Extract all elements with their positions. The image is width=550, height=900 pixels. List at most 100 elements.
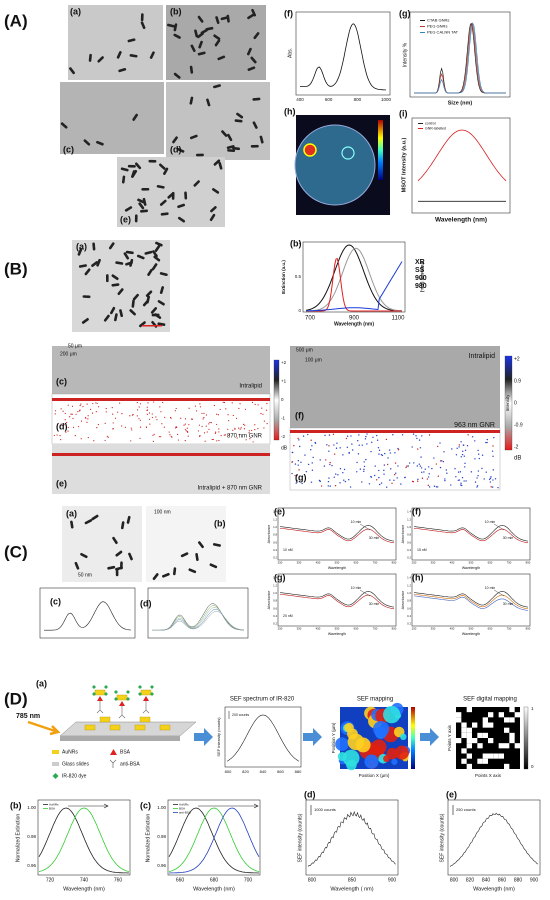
map-cell (461, 722, 467, 728)
speckle (356, 471, 358, 473)
nanorod (120, 167, 129, 172)
y-tick-label: 0.4 (273, 614, 277, 618)
speckle (228, 433, 231, 436)
axis-label: Wavelength (328, 566, 346, 570)
speckle (490, 476, 492, 478)
speckle (386, 486, 388, 488)
nanorod (180, 552, 189, 558)
speckle (467, 434, 469, 436)
map-blob (335, 737, 349, 752)
panel-label: (a) (76, 241, 87, 251)
nanorod (157, 300, 165, 306)
nanorod (120, 521, 125, 530)
speckle (407, 465, 409, 467)
x-tick-label: 650 (354, 561, 359, 565)
nanorod (213, 159, 221, 166)
speckle (146, 413, 148, 415)
speckle (252, 441, 254, 443)
speckle (121, 425, 123, 427)
x-tick-label: 800 (308, 877, 317, 883)
nanorod (96, 140, 104, 146)
speckle (421, 435, 423, 437)
image (52, 346, 270, 394)
nanorod (88, 53, 92, 62)
speckle (419, 465, 422, 467)
legend-label: BSA (120, 749, 131, 755)
nanorod (154, 313, 162, 319)
y-tick-label: 1.2 (407, 583, 411, 587)
speckle (311, 445, 313, 447)
nanorod (218, 161, 223, 170)
map-cell (482, 758, 488, 764)
panel-label: (d) (140, 598, 152, 608)
speckle (199, 435, 201, 438)
y-tick-label: 0.8 (273, 599, 277, 603)
speckle (327, 480, 330, 483)
speckle (380, 453, 383, 456)
map-blob (364, 754, 379, 769)
x-tick-label: 750 (373, 561, 378, 565)
y-tick-label: 0.96 (27, 863, 36, 868)
image (60, 82, 164, 154)
curve (279, 590, 395, 608)
curve (306, 247, 402, 312)
speckle (112, 413, 114, 415)
speckle (79, 404, 81, 407)
speckle (107, 436, 109, 438)
speckle (327, 485, 329, 487)
y-tick-label: 0.6 (273, 606, 277, 610)
speckle (489, 481, 492, 483)
speckle (301, 482, 303, 485)
legend-label: GNR-labelled (425, 126, 446, 130)
speckle (260, 413, 262, 415)
speckle (199, 403, 201, 405)
speckle (439, 466, 442, 469)
speckle (460, 441, 462, 443)
sample-disk (294, 124, 376, 206)
panel-label: (b) (170, 6, 182, 16)
speckle (197, 430, 200, 432)
speckle (96, 402, 98, 404)
speckle (153, 401, 155, 403)
speckle (393, 474, 396, 476)
x-tick-label: 900 (349, 316, 360, 322)
nanorod (210, 206, 217, 213)
bsa (143, 696, 149, 701)
speckle (297, 464, 299, 466)
scale-label: 100 μm (305, 357, 322, 363)
speckle (455, 476, 457, 478)
speckle (461, 453, 464, 456)
panel-label: (g) (274, 572, 286, 582)
speckle (293, 444, 295, 447)
speckle (147, 402, 149, 404)
axis-label: Points Y axis (447, 724, 452, 751)
curve (417, 129, 507, 182)
map-cell (482, 753, 488, 759)
y-tick-label: 0.98 (27, 834, 36, 839)
speckle (299, 445, 301, 448)
speckle (70, 413, 72, 415)
x-tick-label: 820 (242, 769, 249, 774)
speckle (296, 479, 298, 482)
curve (413, 527, 529, 544)
speckle (416, 480, 419, 482)
x-tick-label: 350 (297, 561, 302, 565)
speckle (380, 482, 383, 484)
annotation: 20 nM (283, 614, 293, 618)
speckle (492, 479, 494, 481)
x-tick-label: 880 (295, 769, 302, 774)
x-tick-label: 550 (335, 561, 340, 565)
speckle (69, 416, 71, 418)
nanorod (84, 268, 91, 276)
x-tick-label: 450 (450, 627, 455, 631)
panel-label: (b) (290, 238, 302, 248)
map-cell (493, 753, 499, 759)
curve (413, 595, 529, 611)
speckle (164, 416, 166, 418)
speckle (460, 482, 462, 484)
speckle (361, 481, 363, 483)
nanorod (127, 38, 136, 43)
map-blob (400, 733, 407, 741)
panel-label: (f) (295, 410, 304, 420)
speckle (324, 434, 326, 437)
